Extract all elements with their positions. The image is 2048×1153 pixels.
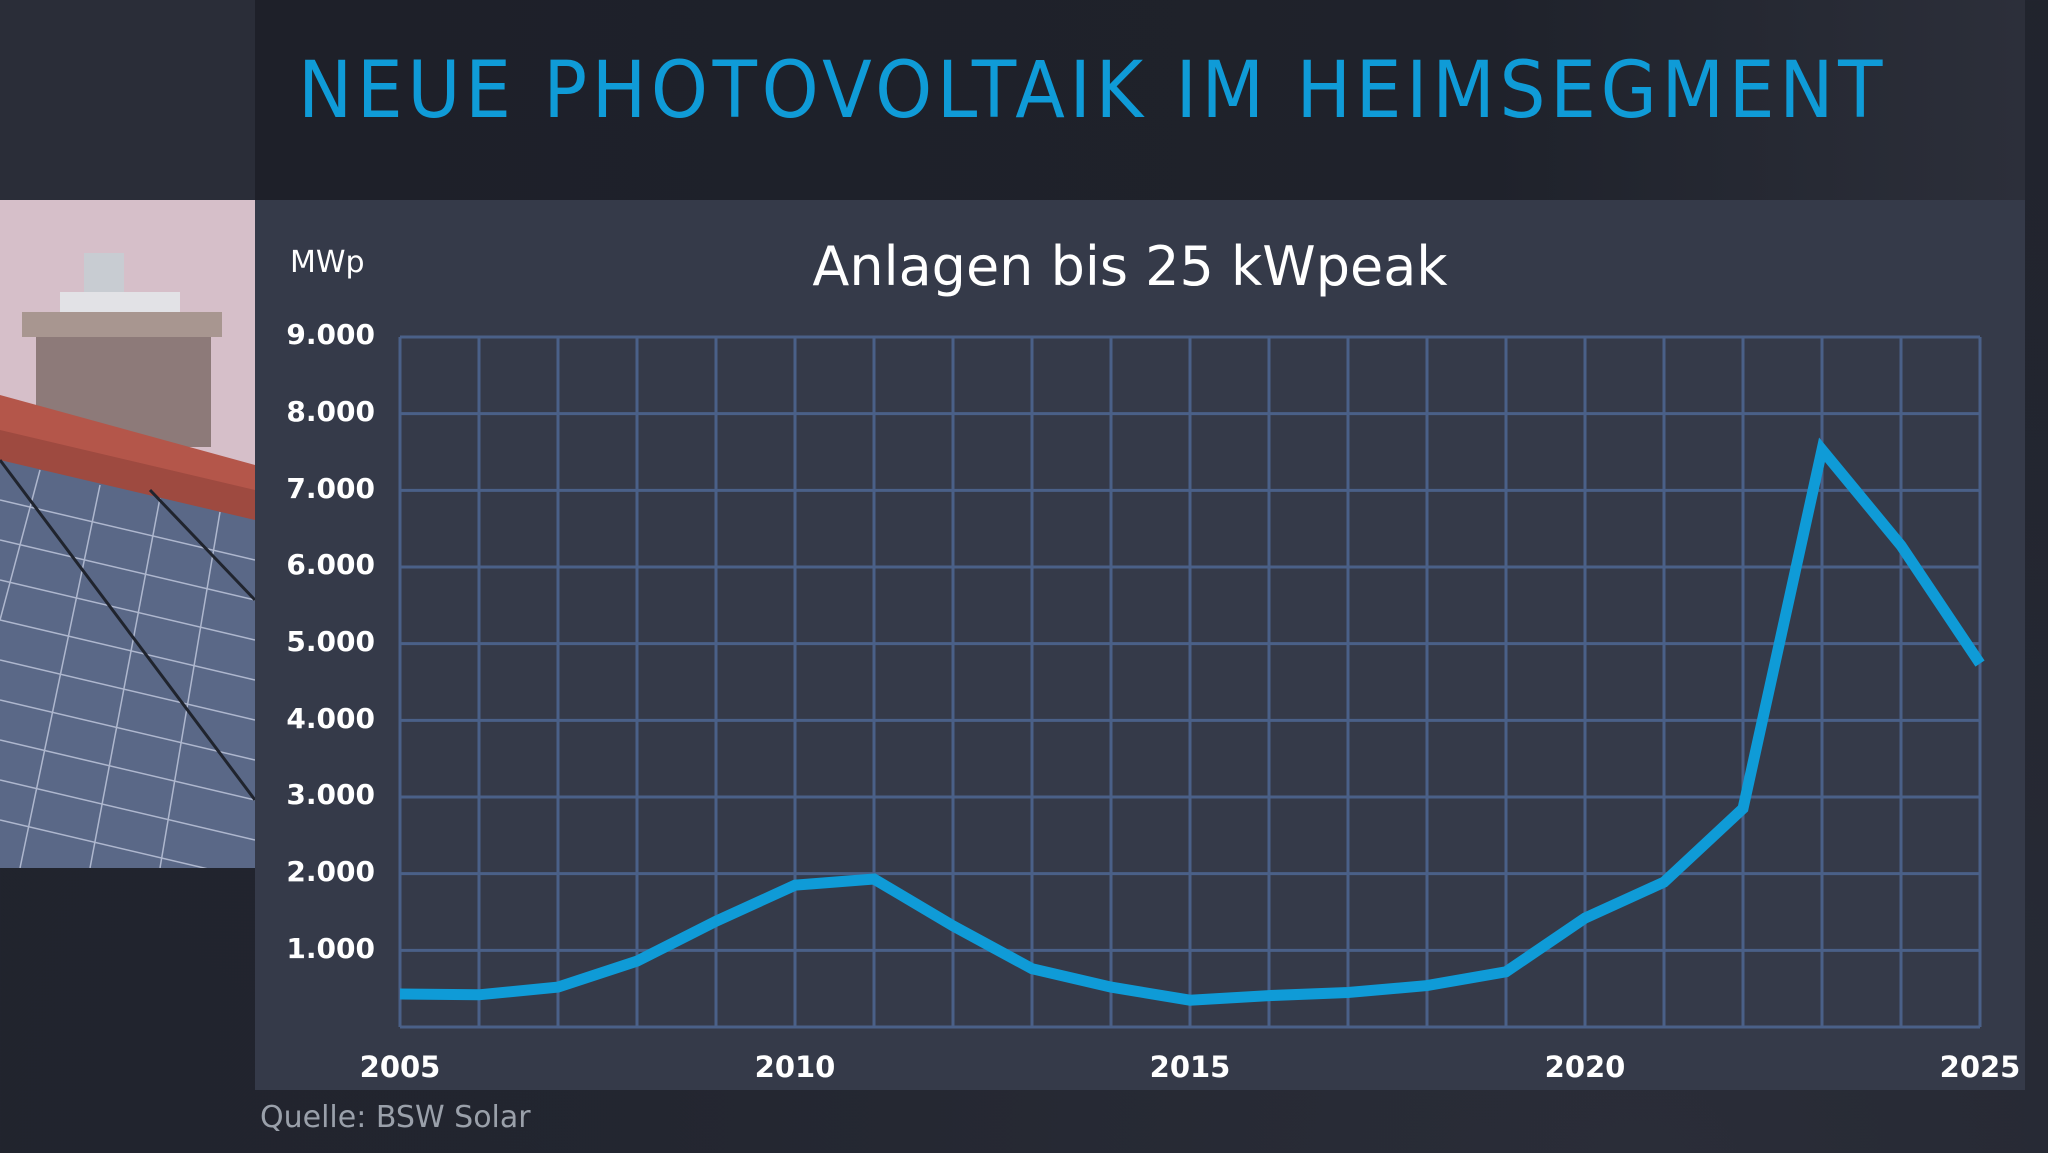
left-corner-block: [0, 0, 255, 200]
y-tick-4000: 4.000: [286, 702, 375, 735]
chart-subtitle: Anlagen bis 25 kWpeak: [812, 235, 1448, 298]
y-tick-6000: 6.000: [286, 548, 375, 581]
chart-grid: [398, 335, 1982, 1029]
source-note: Quelle: BSW Solar: [260, 1100, 531, 1135]
y-tick-1000: 1.000: [286, 932, 375, 965]
page-title: NEUE PHOTOVOLTAIK IM HEIMSEGMENT: [298, 46, 1888, 136]
x-tick-2005: 2005: [359, 1050, 441, 1084]
y-tick-5000: 5.000: [286, 625, 375, 658]
y-tick-7000: 7.000: [286, 472, 375, 505]
solar-roof-photo: [0, 200, 255, 868]
x-tick-2015: 2015: [1149, 1050, 1231, 1084]
y-tick-3000: 3.000: [286, 778, 375, 811]
y-axis-unit-label: MWp: [290, 245, 365, 280]
x-tick-2010: 2010: [754, 1050, 836, 1084]
x-tick-2020: 2020: [1544, 1050, 1626, 1084]
header-band: [255, 0, 2025, 200]
y-tick-9000: 9.000: [286, 318, 375, 351]
y-tick-8000: 8.000: [286, 395, 375, 428]
series-line: [399, 437, 1985, 1006]
x-tick-2025: 2025: [1939, 1050, 2021, 1084]
y-tick-2000: 2.000: [286, 855, 375, 888]
solar-panel-illustration: [0, 200, 255, 868]
